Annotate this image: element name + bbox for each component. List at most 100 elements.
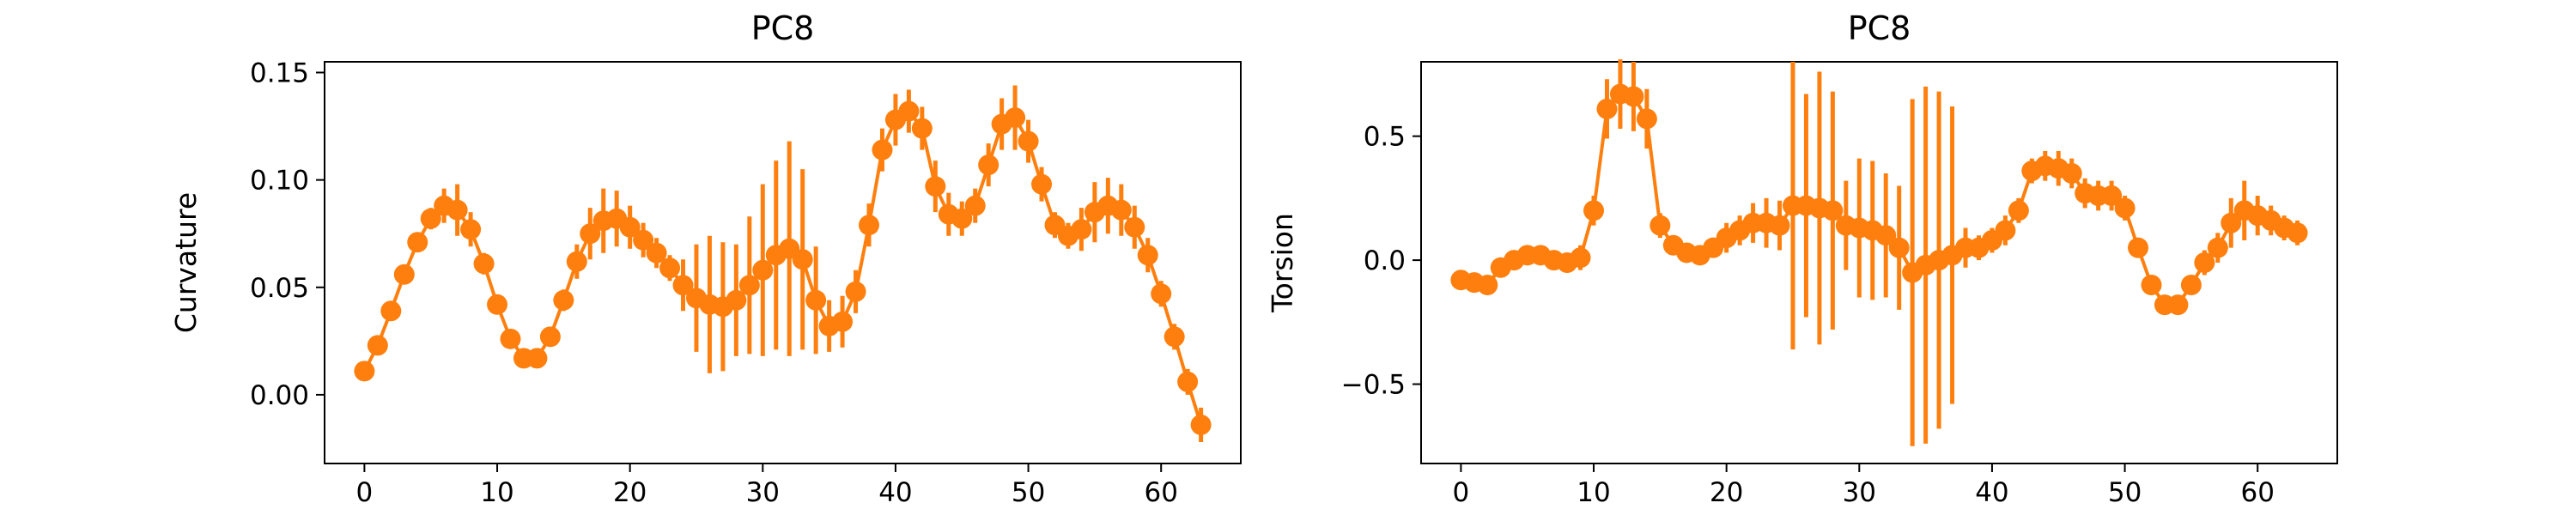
- data-point: [1177, 371, 1199, 392]
- plot-frame: [324, 61, 1242, 464]
- data-point: [1477, 275, 1498, 295]
- y-tick-label: −0.5: [1341, 370, 1406, 401]
- data-point: [2114, 197, 2136, 219]
- torsion-chart: PC8 Torsion 0 10 20 30 40 50 60 −0.5 0.0 0.5: [1266, 9, 2338, 508]
- x-tick-label: 30: [1843, 477, 1876, 508]
- y-tick-label: 0.15: [250, 58, 309, 89]
- data-point: [1018, 130, 1039, 152]
- data-point: [1190, 414, 1212, 435]
- data-point: [2207, 237, 2228, 258]
- curvature-chart: PC8 Curvature 0 10 20 30 40 50 60 0.00 0.05 0.10 0.1…: [169, 9, 1242, 508]
- data-point: [2194, 252, 2215, 273]
- x-tick-label: 50: [1012, 477, 1045, 508]
- data-point: [1822, 200, 1844, 221]
- data-point: [447, 199, 468, 221]
- data-point: [925, 176, 946, 197]
- data-point: [354, 360, 375, 382]
- data-point: [1031, 173, 1053, 195]
- data-point: [619, 216, 641, 238]
- y-axis-label: Torsion: [1266, 213, 1299, 313]
- data-point: [1649, 215, 1671, 236]
- data-point: [1583, 200, 1605, 221]
- data-point: [911, 118, 933, 139]
- data-point: [792, 249, 813, 270]
- x-tick-label: 10: [480, 477, 513, 508]
- x-tick-label: 20: [1710, 477, 1743, 508]
- x-tick-label: 60: [1144, 477, 1177, 508]
- data-point: [526, 348, 548, 369]
- data-point: [964, 195, 986, 216]
- data-point: [393, 264, 415, 285]
- data-point: [951, 208, 973, 229]
- x-tick-label: 40: [1975, 477, 2008, 508]
- data-point: [659, 258, 681, 279]
- data-point: [1636, 108, 1657, 130]
- data-point: [633, 229, 654, 251]
- data-point: [1124, 216, 1145, 238]
- x-tick-label: 0: [1453, 477, 1470, 508]
- data-point: [487, 294, 508, 315]
- plot-frame: [1420, 61, 2338, 464]
- chart-title: PC8: [1848, 9, 1911, 47]
- x-tick-label: 20: [613, 477, 647, 508]
- data-point: [2221, 212, 2242, 233]
- data-point: [2101, 185, 2123, 206]
- data-point: [672, 275, 694, 296]
- x-tick-label: 0: [356, 477, 374, 508]
- data-point: [726, 289, 747, 311]
- data-point: [1570, 247, 1591, 269]
- data-point: [859, 215, 880, 236]
- y-tick-label: 0.5: [1364, 122, 1406, 153]
- data-point: [1071, 219, 1092, 240]
- x-tick-label: 40: [878, 477, 912, 508]
- data-point: [1995, 220, 2016, 241]
- data-point: [473, 253, 495, 275]
- data-point: [566, 251, 587, 272]
- data-point: [1163, 326, 1185, 348]
- data-point: [832, 311, 854, 332]
- data-point: [420, 208, 441, 229]
- data-point: [2061, 163, 2082, 184]
- data-point: [1137, 245, 1158, 266]
- data-point: [805, 289, 827, 311]
- data-point: [367, 335, 388, 356]
- data-point: [380, 300, 402, 322]
- data-point: [539, 326, 561, 348]
- data-point: [872, 139, 893, 161]
- series-line: [1461, 92, 2299, 307]
- data-point: [2008, 200, 2029, 221]
- data-point: [2141, 275, 2162, 295]
- y-axis-label: Curvature: [169, 192, 203, 333]
- x-tick-label: 60: [2240, 477, 2274, 508]
- data-point: [1875, 225, 1897, 246]
- data-point: [500, 328, 521, 349]
- data-point: [1151, 283, 1172, 305]
- data-point: [2167, 294, 2189, 316]
- data-point: [1623, 86, 1644, 107]
- data-point: [2287, 222, 2308, 244]
- data-point: [752, 259, 774, 281]
- data-point: [553, 289, 574, 311]
- data-point: [1888, 237, 1910, 258]
- x-tick-label: 50: [2108, 477, 2142, 508]
- y-tick-label: 0.05: [250, 273, 309, 304]
- data-point: [1110, 199, 1132, 221]
- data-point: [845, 281, 866, 302]
- y-tick-label: 0.00: [250, 380, 309, 411]
- data-point: [1005, 107, 1026, 129]
- data-point: [2180, 275, 2202, 295]
- data-point: [460, 219, 482, 240]
- data-point: [738, 275, 760, 296]
- x-tick-label: 30: [746, 477, 780, 508]
- y-tick-label: 0.0: [1364, 245, 1406, 276]
- data-point: [580, 223, 601, 245]
- data-point: [2128, 237, 2149, 258]
- data-point: [978, 154, 999, 176]
- data-point: [407, 232, 428, 253]
- x-tick-label: 10: [1577, 477, 1610, 508]
- data-point: [1596, 98, 1618, 119]
- data-point: [646, 242, 667, 264]
- chart-title: PC8: [751, 9, 815, 47]
- y-tick-label: 0.10: [250, 166, 309, 197]
